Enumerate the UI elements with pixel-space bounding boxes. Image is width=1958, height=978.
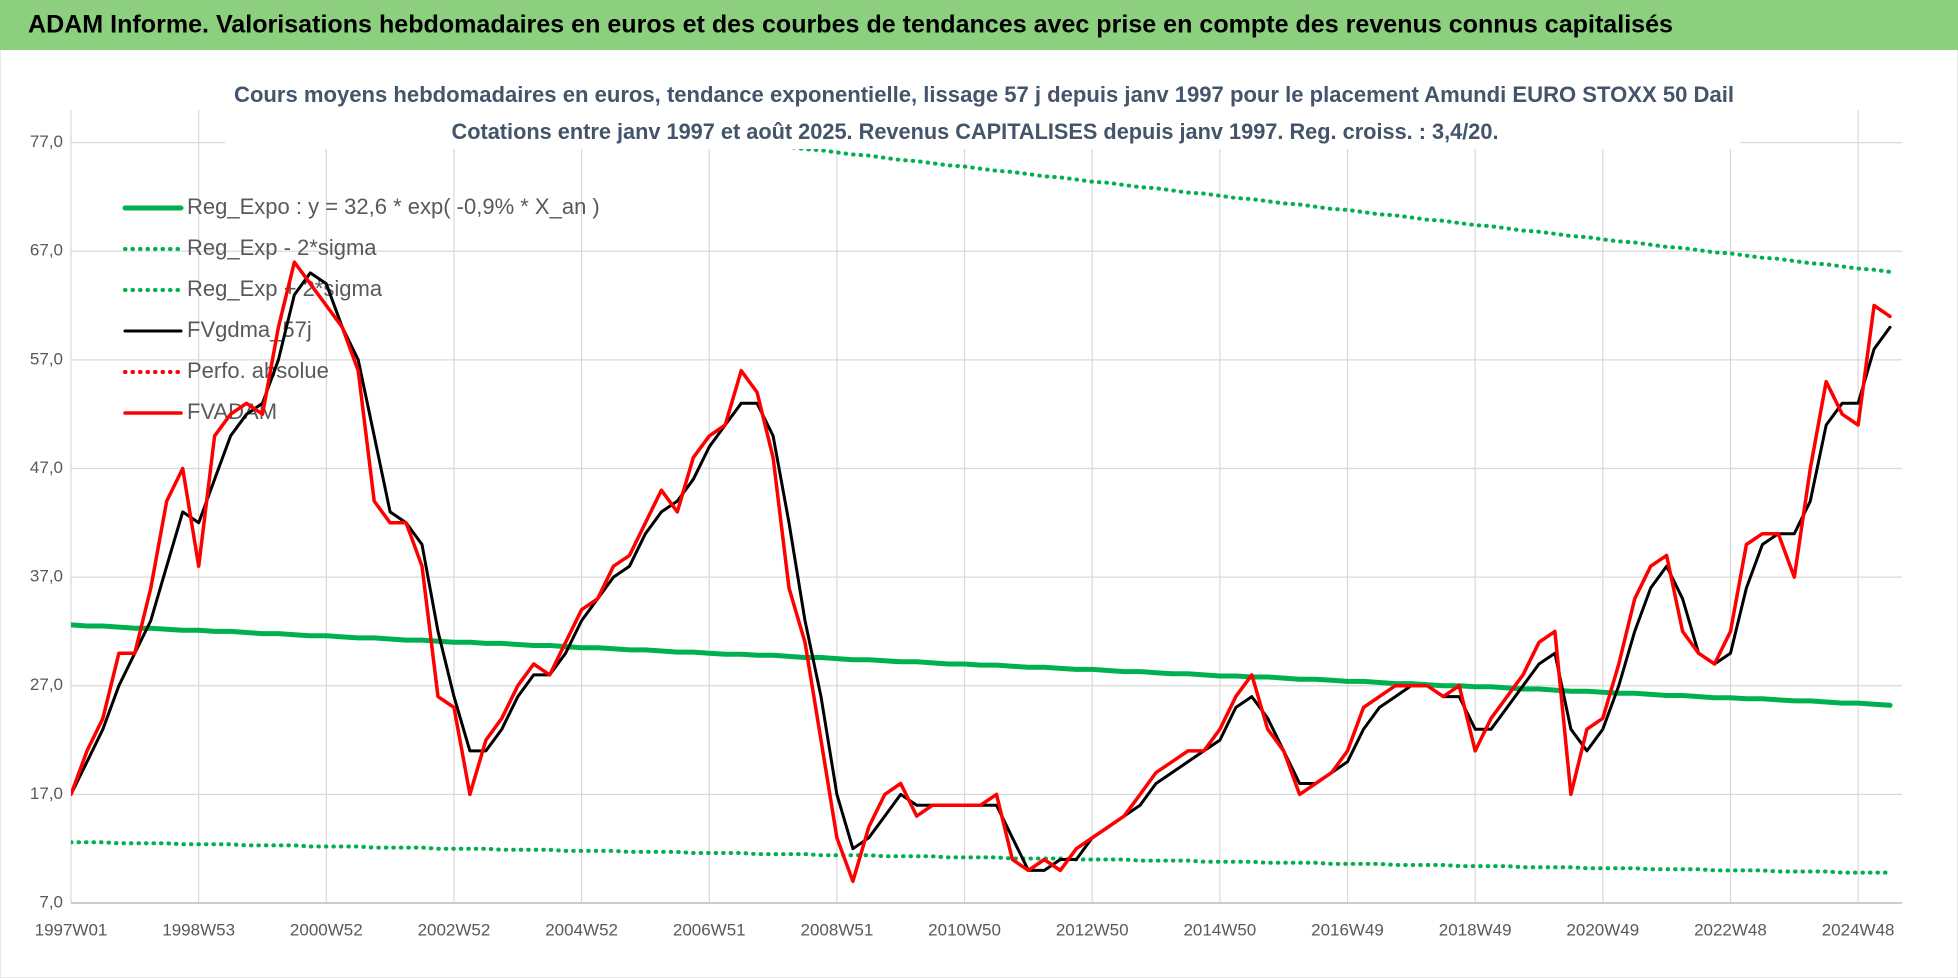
x-tick-label: 2008W51 bbox=[801, 920, 874, 939]
header-title: ADAM Informe. Valorisations hebdomadaire… bbox=[28, 11, 1673, 39]
x-tick-label: 2016W49 bbox=[1311, 920, 1384, 939]
x-tick-label: 2010W50 bbox=[928, 920, 1001, 939]
x-tick-label: 2022W48 bbox=[1694, 920, 1767, 939]
x-tick-label: 2000W52 bbox=[290, 920, 363, 939]
x-tick-label: 2018W49 bbox=[1439, 920, 1512, 939]
series-line bbox=[71, 622, 1893, 708]
y-tick-label: 37,0 bbox=[30, 567, 63, 586]
x-tick-label: 2020W49 bbox=[1566, 920, 1639, 939]
series-line bbox=[447, 110, 1892, 274]
y-tick-label: 57,0 bbox=[30, 349, 63, 368]
subtitle: Cotations entre janv 1997 et août 2025. … bbox=[452, 119, 1499, 144]
legend-label: FVgdma_57j bbox=[187, 317, 312, 342]
axes: 7,0 17,0 27,0 37,0 47,0 57,0 67,0 77,0 1997W01 19… bbox=[30, 132, 1902, 939]
x-tick-label: 2012W50 bbox=[1056, 920, 1129, 939]
x-tick-label: 2002W52 bbox=[418, 920, 491, 939]
header-bar bbox=[0, 0, 1958, 50]
x-tick-label: 2006W51 bbox=[673, 920, 746, 939]
x-tick-label: 1997W01 bbox=[35, 920, 108, 939]
legend-label: Reg_Expo : y = 32,6 * exp( -0,9% * X_an … bbox=[187, 194, 600, 219]
legend-label: Perfo. absolue bbox=[187, 358, 329, 383]
y-tick-label: 17,0 bbox=[30, 784, 63, 803]
y-tick-label: 7,0 bbox=[39, 892, 63, 911]
series-line bbox=[71, 260, 1892, 884]
x-tick-label: 2024W48 bbox=[1822, 920, 1895, 939]
y-tick-label: 77,0 bbox=[30, 132, 63, 151]
x-tick-label: 2004W52 bbox=[545, 920, 618, 939]
legend: Reg_Expo : y = 32,6 * exp( -0,9% * X_an … bbox=[122, 194, 600, 424]
series-line bbox=[71, 840, 1892, 875]
y-tick-label: 47,0 bbox=[30, 458, 63, 477]
legend-label: Reg_Exp - 2*sigma bbox=[187, 235, 377, 260]
y-tick-label: 27,0 bbox=[30, 675, 63, 694]
y-tick-label: 67,0 bbox=[30, 241, 63, 260]
subtitle: Cours moyens hebdomadaires en euros, ten… bbox=[234, 82, 1734, 107]
x-tick-label: 2014W50 bbox=[1183, 920, 1256, 939]
subtitle-box bbox=[225, 72, 1740, 149]
x-tick-label: 1998W53 bbox=[162, 920, 235, 939]
plot-lines bbox=[71, 110, 1893, 884]
